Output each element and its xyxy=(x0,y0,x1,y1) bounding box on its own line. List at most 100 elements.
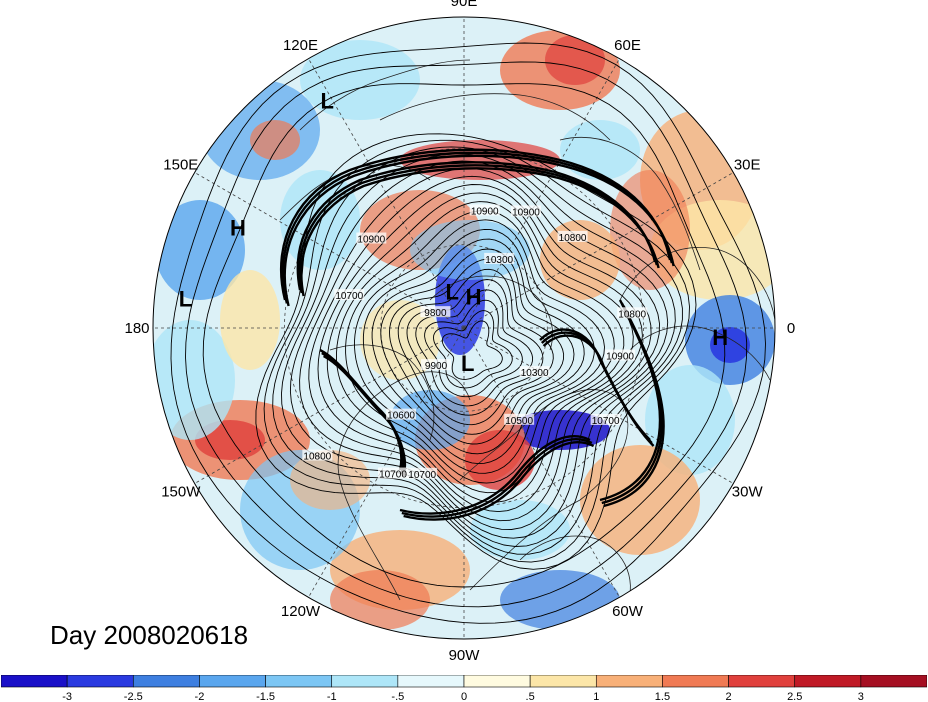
contour-label-background xyxy=(356,232,387,244)
anomaly-patch xyxy=(330,570,430,630)
colorbar-tick-labels: -3 -2.5 -2 -1.5 -1 -.5 0 .5 1 1.5 2 2.5 3 xyxy=(62,691,864,702)
colorbar-tick-label: -3 xyxy=(62,691,72,702)
longitude-label: 150E xyxy=(163,157,198,174)
colorbar-tick-label: 0 xyxy=(461,691,467,702)
jet-contour xyxy=(323,354,407,477)
meridian-line xyxy=(308,58,465,329)
height-contour xyxy=(354,219,605,474)
contour-label: 10700 xyxy=(408,470,436,481)
colorbar-swatch xyxy=(860,675,927,688)
jet-contour xyxy=(399,435,591,515)
height-contour xyxy=(272,146,683,555)
parallel-circle xyxy=(380,244,548,412)
longitude-label: 120E xyxy=(283,37,318,54)
height-contour xyxy=(441,320,503,380)
contour-label: 10800 xyxy=(618,309,646,320)
height-contour xyxy=(433,310,513,389)
meridian-line xyxy=(463,58,620,329)
colorbar-tick-label: 2 xyxy=(726,691,732,702)
colorbar-tick-label: -.5 xyxy=(391,691,404,702)
contour-label: 10500 xyxy=(505,416,533,427)
longitude-labels: 90E 60E 30E 0 30W 60W 90W 120W 150W 180 150E 120E xyxy=(124,0,795,664)
height-contour xyxy=(424,299,523,398)
high-pressure-label: H xyxy=(712,325,728,350)
colorbar-tick-label: -2.5 xyxy=(124,691,143,702)
coastline xyxy=(559,137,701,271)
anomaly-patch xyxy=(470,500,570,560)
contour-label-background xyxy=(605,349,636,361)
meridian-line xyxy=(463,172,734,329)
longitude-label: 90W xyxy=(449,647,481,664)
height-contour xyxy=(389,258,565,435)
contour-label: 10800 xyxy=(303,451,331,462)
jet-stream-contours xyxy=(280,148,675,521)
graticule xyxy=(153,17,775,639)
meridian-line xyxy=(463,327,734,484)
longitude-label: 180 xyxy=(124,320,149,337)
contour-label-background xyxy=(519,366,550,378)
colorbar-swatch xyxy=(1,675,68,688)
low-pressure-label: L xyxy=(461,351,474,376)
contour-label-background xyxy=(407,467,438,479)
contour-label-background xyxy=(469,204,500,216)
jet-contour xyxy=(283,154,675,307)
colorbar-swatch xyxy=(463,675,531,688)
contour-label: 9900 xyxy=(425,361,448,372)
contour-label: 10900 xyxy=(471,206,499,217)
contour-label-background xyxy=(590,413,621,425)
jet-contour xyxy=(401,438,593,518)
contour-label-background xyxy=(484,252,515,264)
low-pressure-label: L xyxy=(320,88,333,113)
colorbar-swatch xyxy=(199,675,266,688)
contour-label: 10700 xyxy=(592,416,620,427)
high-pressure-label: H xyxy=(466,285,482,310)
anomaly-patch xyxy=(390,390,470,450)
jet-contour xyxy=(542,334,655,447)
meridian-line xyxy=(194,172,465,329)
contour-label-background xyxy=(420,306,451,318)
contour-label-background xyxy=(510,205,541,217)
longitude-label: 60W xyxy=(612,603,644,620)
map-boundary xyxy=(152,16,776,640)
coastline xyxy=(299,59,471,131)
height-contour xyxy=(308,175,652,522)
high-pressure-label: H xyxy=(230,215,246,240)
colorbar-tick-label: 1 xyxy=(593,691,599,702)
longitude-label: 120W xyxy=(281,603,321,620)
contour-label: 10700 xyxy=(335,291,363,302)
coastline xyxy=(629,325,771,381)
outer-height-contour xyxy=(202,83,726,588)
longitude-label: 0 xyxy=(787,320,795,337)
pressure-center-labels: LHL L HLH xyxy=(179,88,728,376)
contour-labels: 10900 10900 10800 10300 10900 9800 9900 10600 10… xyxy=(302,204,648,481)
height-contour xyxy=(345,210,615,484)
height-contours xyxy=(170,42,766,624)
colorbar-tick-label: 2.5 xyxy=(787,691,802,702)
outer-height-contour xyxy=(185,61,748,608)
meridian-line xyxy=(308,327,465,598)
colorbar-swatch xyxy=(265,675,333,688)
contour-label-background xyxy=(504,413,535,425)
anomaly-field: 10900 10900 10800 10300 10900 9800 9900 10600 10… xyxy=(153,17,775,639)
date-label: Day 2008020618 xyxy=(50,620,249,650)
contour-label-background xyxy=(617,307,648,319)
height-contour xyxy=(406,279,544,416)
contour-label-background xyxy=(334,289,365,301)
height-contour xyxy=(362,228,595,465)
contour-label-background xyxy=(378,467,409,479)
height-contour xyxy=(281,153,676,547)
height-contour xyxy=(397,268,554,426)
colorbar-swatch xyxy=(662,675,729,688)
colorbar: -3 -2.5 -2 -1.5 -1 -.5 0 .5 1 1.5 2 2.5 3 xyxy=(1,675,927,702)
coastline xyxy=(619,247,775,321)
jet-contour xyxy=(280,148,672,301)
colorbar-swatches xyxy=(1,675,927,688)
colorbar-tick-label: 1.5 xyxy=(655,691,670,702)
height-contour xyxy=(289,160,669,539)
anomaly-patch xyxy=(155,200,245,300)
longitude-label: 60E xyxy=(614,37,641,54)
low-pressure-label: L xyxy=(179,287,192,312)
height-contour xyxy=(415,289,534,407)
contour-label: 10700 xyxy=(379,470,407,481)
